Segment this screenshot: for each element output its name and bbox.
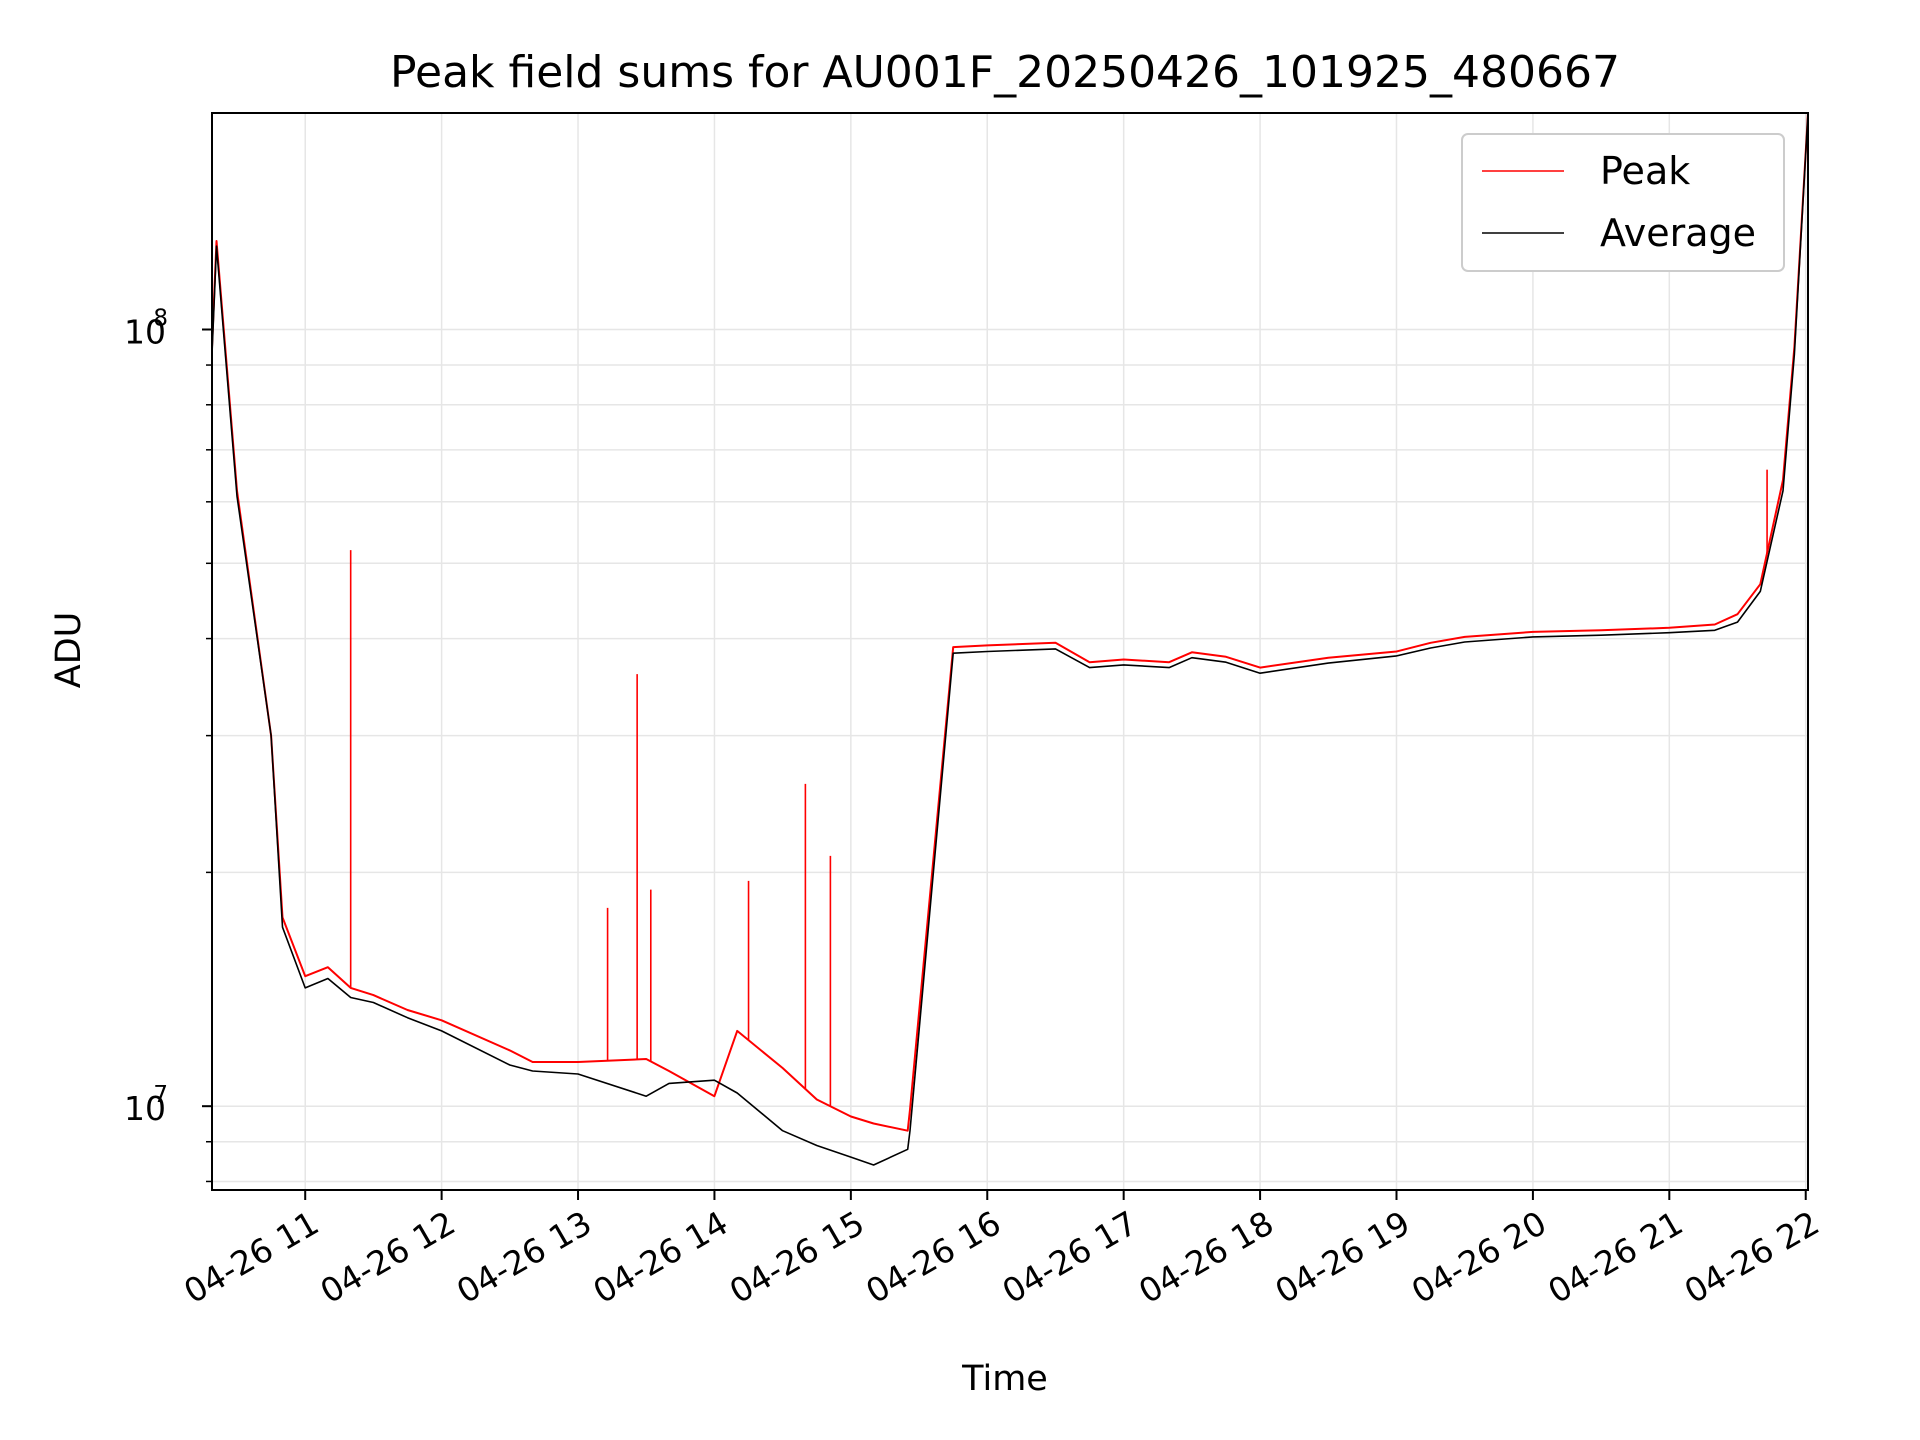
y-tick-exponent: 7 — [153, 1082, 168, 1108]
y-tick-label: 10 — [124, 313, 166, 352]
grid — [212, 113, 1808, 1190]
legend: Peak Average — [1461, 133, 1785, 272]
x-tick-label: 04-26 14 — [586, 1203, 734, 1311]
y-tick-label: 10 — [124, 1089, 166, 1128]
x-tick-label: 04-26 11 — [177, 1203, 325, 1311]
series-line-peak — [211, 112, 1809, 1132]
x-tick-label: 04-26 12 — [314, 1203, 462, 1311]
x-tick-label: 04-26 13 — [450, 1203, 598, 1311]
x-axis-label: Time — [961, 1359, 1048, 1399]
legend-box — [1461, 133, 1785, 272]
series-line-average — [211, 112, 1809, 1166]
legend-average-label: Average — [1600, 211, 1756, 255]
x-tick-label: 04-26 16 — [859, 1203, 1007, 1311]
x-tick-label: 04-26 19 — [1268, 1203, 1416, 1311]
y-tick-exponent: 8 — [153, 306, 168, 332]
x-tick-label: 04-26 18 — [1132, 1203, 1280, 1311]
x-tick-label: 04-26 22 — [1678, 1203, 1826, 1311]
legend-peak-label: Peak — [1600, 149, 1690, 193]
y-axis-label: ADU — [49, 612, 89, 689]
x-tick-label: 04-26 15 — [723, 1203, 871, 1311]
x-tick-label: 04-26 17 — [996, 1203, 1144, 1311]
plot-frame — [211, 112, 1809, 1191]
chart-title: Peak field sums for AU001F_20250426_1019… — [390, 47, 1620, 98]
series-layer — [211, 112, 1809, 1166]
x-tick-label: 04-26 21 — [1541, 1203, 1689, 1311]
x-tick-label: 04-26 20 — [1405, 1203, 1553, 1311]
